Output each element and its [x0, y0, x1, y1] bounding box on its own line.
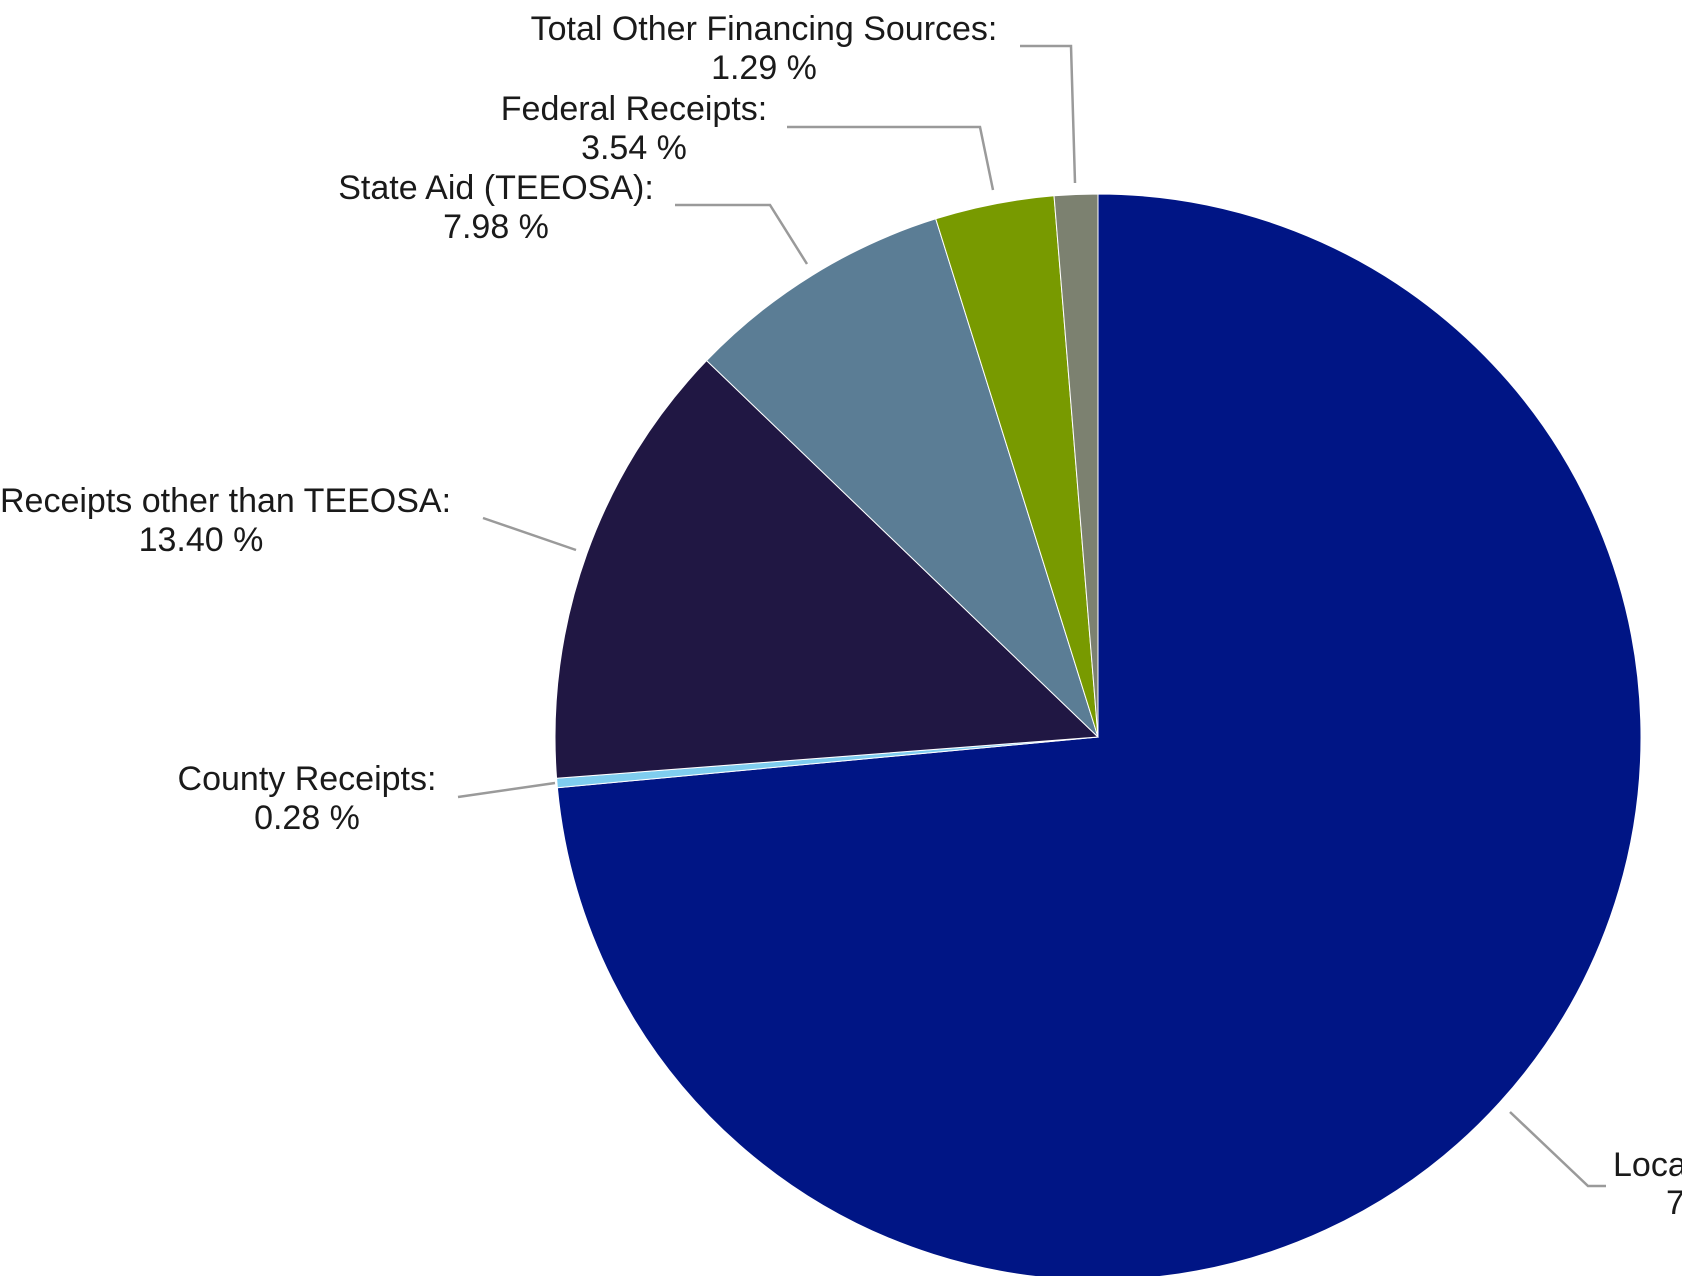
leader-line-county-receipts	[457, 781, 556, 799]
slice-label-federal-receipts: Federal Receipts:	[501, 90, 767, 128]
slice-percent-county-receipts: 0.28 %	[254, 799, 360, 837]
slice-label-local: Loca	[1613, 1146, 1682, 1184]
pie-slice-total-other-financing-sources	[1053, 193, 1099, 738]
slice-label-state-aid-teeosa: State Aid (TEEOSA):	[338, 169, 654, 207]
pie-slices	[554, 193, 1642, 1276]
slice-percent-federal-receipts: 3.54 %	[581, 129, 687, 167]
slice-percent-local: 7	[1666, 1184, 1682, 1222]
leader-line-receipts-other-than-teeosa	[482, 516, 577, 552]
slice-percent-total-other-financing-sources: 1.29 %	[711, 49, 817, 87]
slice-percent-state-aid-teeosa: 7.98 %	[443, 208, 549, 246]
slice-percent-receipts-other-than-teeosa: 13.40 %	[139, 521, 264, 559]
leader-lines	[457, 44, 1606, 1188]
leader-line-local	[1509, 1111, 1606, 1188]
pie-slice-state-aid-teeosa	[705, 218, 1099, 738]
pie-slice-local	[556, 193, 1642, 1276]
slice-label-county-receipts: County Receipts:	[178, 760, 437, 798]
slice-label-total-other-financing-sources: Total Other Financing Sources:	[531, 10, 998, 48]
leader-line-federal-receipts	[787, 125, 995, 191]
slice-label-receipts-other-than-teeosa: Receipts other than TEEOSA:	[0, 482, 451, 520]
pie-slice-receipts-other-than-teeosa	[554, 359, 1100, 779]
leader-line-state-aid-teeosa	[675, 203, 809, 265]
leader-line-total-other-financing-sources	[1020, 44, 1077, 184]
